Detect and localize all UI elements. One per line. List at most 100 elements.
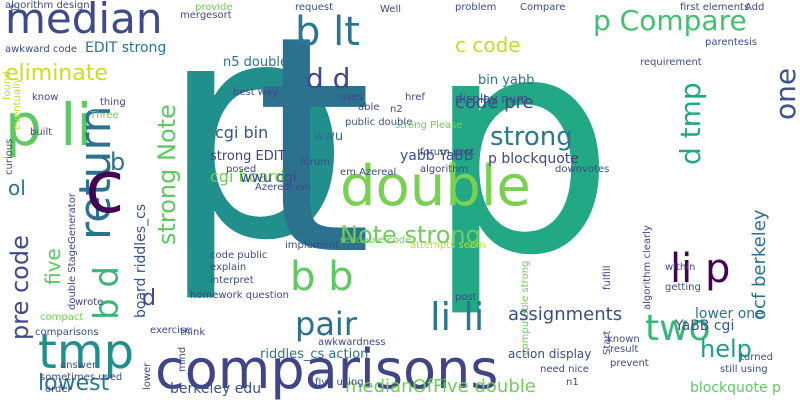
word: one [769, 68, 800, 120]
word: compact [40, 312, 83, 323]
word: tmp [38, 324, 134, 380]
word: order [45, 384, 73, 395]
word: turned [740, 352, 773, 363]
word: mind [177, 347, 188, 372]
word: berkeley edu [170, 381, 261, 397]
word: public double [345, 117, 412, 128]
word: able [358, 102, 379, 113]
word: built [30, 127, 52, 138]
word: exercise [150, 325, 191, 336]
word: request [295, 2, 333, 13]
word: provide [195, 2, 233, 13]
word: pre code [6, 235, 34, 340]
word: post [455, 292, 477, 303]
word: forum post [420, 147, 475, 158]
word: p [425, 0, 615, 321]
word: cgi board [210, 167, 285, 186]
word: Compare [520, 2, 565, 13]
word: algorithm clearly [642, 225, 653, 310]
word: b b [290, 254, 354, 300]
word: mergesort [180, 10, 232, 21]
word: ocf berkeley [749, 209, 770, 320]
word: d d [306, 62, 350, 95]
word: awkward code [5, 44, 77, 55]
word: strong Please [395, 120, 462, 131]
word: bin yabb [478, 73, 534, 88]
word: algorithm [420, 164, 468, 175]
word: know [32, 92, 58, 103]
word: comparisons [35, 327, 99, 338]
word: n1 [566, 377, 579, 388]
word: p [160, 0, 350, 306]
word: algorithm design [5, 0, 90, 11]
word: n2 [390, 104, 403, 115]
word: assignments [508, 304, 622, 325]
word: yabb YaBB [400, 148, 474, 164]
word: think [180, 327, 205, 338]
word: eventually [12, 77, 23, 130]
word: li li [430, 295, 484, 339]
word: pair [295, 305, 358, 343]
word: medianOfFive double [345, 376, 536, 397]
word: thing [100, 97, 126, 108]
word: edu wwu [285, 129, 343, 144]
word: blockquote p [690, 380, 781, 396]
word: five [41, 248, 65, 285]
word: lower [142, 362, 153, 390]
word: strong EDIT [210, 149, 286, 164]
word: need nice [540, 364, 589, 375]
word: curious [4, 139, 15, 175]
word: known [607, 334, 640, 345]
word: still using [720, 364, 768, 375]
word: code public [210, 250, 267, 261]
word: b lt [295, 9, 360, 55]
word: answer [60, 360, 97, 371]
word: prevent [610, 358, 649, 369]
word: em Azereal [340, 167, 396, 178]
word: found [2, 71, 13, 100]
word: EDIT strong [85, 40, 166, 56]
word: explain [210, 262, 246, 273]
word: return [70, 105, 121, 240]
word: Add [745, 2, 764, 13]
word: double [340, 154, 531, 219]
word: e [10, 2, 16, 13]
word: p blockquote [488, 151, 579, 167]
word: double StageGenerator [67, 192, 78, 310]
word: within [665, 262, 695, 273]
word: best way [233, 87, 278, 98]
word: comparisons [155, 338, 498, 400]
word: homework question [190, 290, 289, 301]
word: li p [670, 246, 730, 292]
word: posed [226, 164, 256, 175]
word: two [645, 308, 711, 349]
word: b d [87, 266, 127, 320]
word: problem [455, 2, 496, 13]
word: downvotes [555, 164, 609, 175]
word: href [405, 92, 425, 103]
word: awkwardness [318, 337, 386, 348]
word: Three [89, 110, 119, 121]
word: help [700, 335, 752, 363]
word: Well [380, 4, 401, 15]
word: strong [490, 122, 573, 152]
word: forum [300, 157, 330, 168]
word: median [5, 0, 162, 43]
word: c [85, 145, 125, 229]
word: uses [340, 92, 363, 103]
word: Start [602, 330, 613, 355]
word: requirement [640, 57, 702, 68]
word: t [255, 0, 373, 321]
word: attempts seem [410, 240, 486, 251]
word: computable strong [520, 261, 531, 355]
word: fulfill [602, 266, 613, 291]
word: implement [285, 240, 339, 251]
word: first elements [680, 2, 749, 13]
word: d tmp [674, 82, 707, 165]
word: lowest [38, 371, 110, 396]
word: interpret [210, 275, 254, 286]
word: display num [455, 92, 528, 106]
word: wrote [75, 297, 103, 308]
